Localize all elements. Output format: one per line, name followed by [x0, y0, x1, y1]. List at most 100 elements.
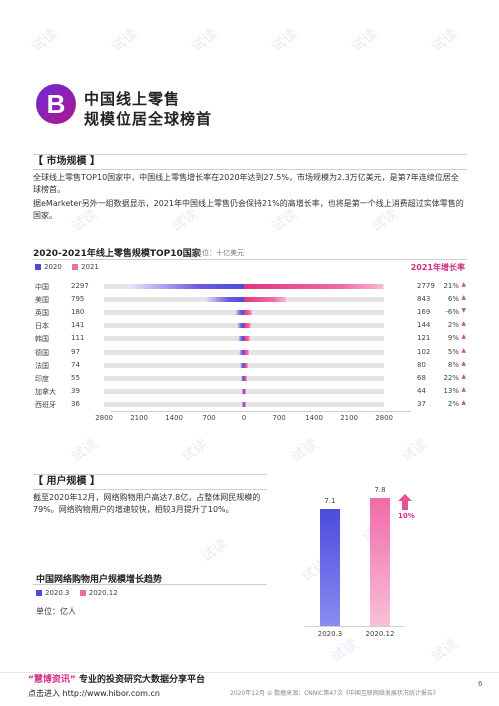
bar-2020: [239, 349, 244, 355]
page-title-line2: 规模位居全球榜首: [84, 110, 213, 128]
value-2021-label: 44: [417, 386, 426, 395]
watermark-text: 试读: [68, 436, 101, 466]
value-2021-label: 144: [417, 321, 431, 330]
section-badge: B: [36, 84, 76, 124]
page-title-line1: 中国线上零售: [84, 90, 181, 108]
value-2020-label: 795: [71, 295, 85, 304]
bar-2021: [244, 284, 383, 289]
legend-swatch-2021: [72, 264, 79, 270]
chart1-legend: 2020 2021: [35, 263, 99, 271]
value-2020-label: 111: [71, 334, 85, 343]
country-label: 印度: [35, 374, 49, 383]
value-2020-label: 55: [71, 373, 80, 382]
country-label: 英国: [35, 309, 49, 318]
growth-arrow-icon: ▲: [461, 281, 466, 288]
value-2021-label: 37: [417, 399, 426, 408]
bar-2021: [244, 401, 246, 407]
watermark-text: 试读: [428, 636, 461, 666]
user-bar-value-label: 7.8: [374, 485, 386, 494]
country-label: 美国: [35, 296, 49, 305]
bar-2021: [244, 375, 248, 381]
growth-rate-label: 8%: [447, 360, 459, 369]
watermark-text: 试读: [108, 26, 141, 56]
x-tick-label: 2100: [130, 414, 149, 422]
footer-slogan: 专业的投资研究大数据分享平台: [75, 675, 205, 685]
legend-swatch-2020-12: [79, 590, 86, 596]
growth-arrow-icon: ▲: [461, 333, 466, 341]
chart1-row: 法国 74 80 8% ▲: [33, 360, 467, 372]
growth-rate-label: 21%: [443, 282, 459, 290]
chart2-growth-label: 10%: [398, 512, 415, 520]
watermark-text: 试读: [398, 436, 431, 466]
market-section-label: 【 市场规模 】: [33, 156, 100, 167]
value-2020-label: 74: [71, 360, 80, 369]
watermark-text: 试读: [198, 536, 231, 566]
market-paragraph-1: 全球线上零售TOP10国家中，中国线上零售增长率在2020年达到27.5%，市场…: [33, 173, 459, 194]
growth-arrow-icon: ▲: [461, 385, 466, 393]
legend-label-2021: 2021: [81, 263, 99, 271]
country-label: 西班牙: [35, 400, 56, 409]
country-label: 法国: [35, 361, 49, 370]
x-tick-label: 700: [272, 414, 286, 422]
chart2-baseline: [305, 626, 405, 627]
growth-arrow-icon: ▼: [461, 307, 466, 315]
value-2021-label: 80: [417, 360, 426, 369]
value-2020-label: 39: [71, 386, 80, 395]
bar-2020: [241, 375, 244, 381]
value-2020-label: 141: [71, 321, 85, 330]
legend-label-2020-3: 2020.3: [45, 589, 70, 597]
value-2021-label: 843: [417, 295, 431, 304]
chart1-title: 2020-2021年线上零售规模TOP10国家: [33, 249, 201, 259]
chart1-growth-header: 2021年增长率: [410, 263, 465, 272]
chart1-x-axis: 2800 2100 1400 700 0 700 1400 2100 2800: [33, 414, 467, 426]
bar-2020: [129, 284, 244, 289]
bar-2021: [244, 362, 248, 368]
market-paragraph-2: 据eMarketer另外一组数据显示，2021年中国线上零售仍会保持21%的高增…: [33, 199, 464, 220]
bar-2020: [242, 401, 244, 407]
user-bar: [370, 497, 390, 626]
country-label: 韩国: [35, 335, 49, 344]
bar-2021: [244, 310, 253, 316]
value-2021-label: 102: [417, 347, 431, 356]
growth-rate-label: -6%: [445, 308, 459, 317]
watermark-text: 试读: [268, 26, 301, 56]
value-2021-label: 121: [417, 334, 431, 343]
growth-arrow-icon: ▲: [461, 294, 466, 302]
growth-arrow-icon: ▲: [461, 398, 466, 406]
watermark-text: 试读: [288, 436, 321, 466]
chart1-row: 美国 795 843 6% ▲: [33, 294, 467, 306]
growth-rate-label: 2%: [447, 321, 459, 330]
growth-rate-label: 2%: [447, 399, 459, 408]
chart1-divider: [33, 259, 467, 260]
value-2020-label: 97: [71, 347, 80, 356]
watermark-text: 试读: [428, 26, 461, 56]
growth-arrow-icon: ▲: [461, 320, 466, 328]
growth-arrow-icon: ▲: [461, 346, 466, 354]
chart2-title: 中国网络购物用户规模增长趋势: [36, 575, 163, 585]
footer-brand-quote: “慧博资讯”: [28, 675, 76, 685]
legend-label-2020-12: 2020.12: [88, 589, 118, 597]
x-tick-label: 700: [202, 414, 216, 422]
growth-up-arrow-icon: [398, 494, 412, 510]
value-2021-label: 169: [417, 308, 431, 317]
users-section-label: 【 用户规模 】: [33, 476, 100, 487]
footer-divider: [0, 672, 499, 673]
watermark-text: 试读: [188, 26, 221, 56]
value-2021-label: 2779: [417, 282, 435, 290]
x-tick-label: 2800: [375, 414, 394, 422]
country-label: 加拿大: [35, 387, 56, 396]
watermark-text: 试读: [28, 26, 61, 56]
growth-arrow-icon: ▲: [461, 359, 466, 367]
chart2-unit: 单位：亿人: [36, 607, 76, 616]
country-label: 中国: [35, 283, 49, 291]
growth-rate-label: 22%: [443, 373, 459, 382]
chart1-row: 德国 97 102 5% ▲: [33, 347, 467, 359]
user-bar-value-label: 7.1: [324, 497, 336, 506]
x-tick-label: 2100: [340, 414, 359, 422]
x-tick-label: 1400: [305, 414, 324, 422]
growth-arrow-icon: ▲: [461, 372, 466, 380]
user-bar-x-label: 2020.3: [317, 630, 343, 638]
bar-2021: [244, 323, 252, 329]
bar-2021: [244, 297, 287, 303]
footer-link[interactable]: 点击进入 http://www.hibor.com.cn: [28, 689, 160, 698]
